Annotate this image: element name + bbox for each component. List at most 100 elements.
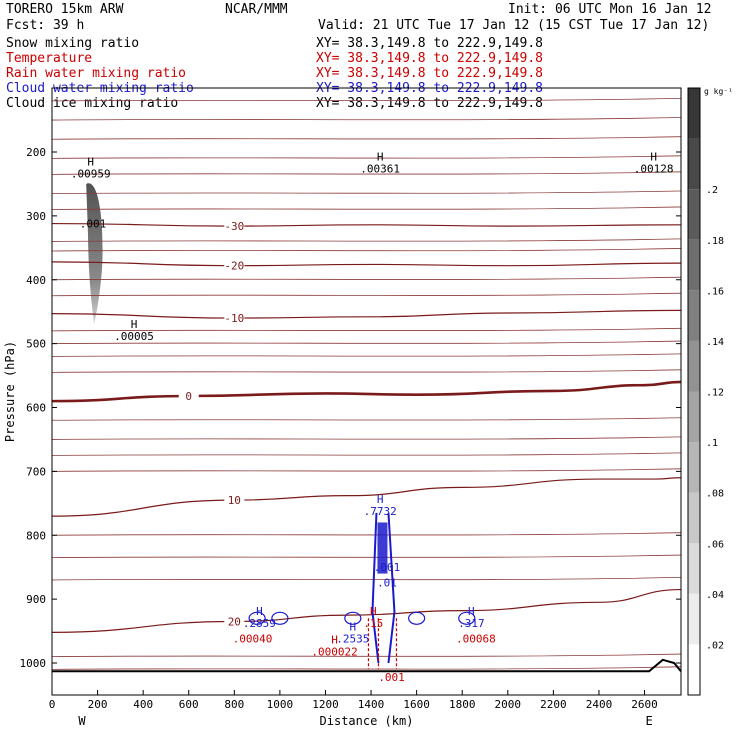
background-contour (52, 276, 681, 281)
colorbar-segment (688, 644, 700, 695)
cloud-water-blob (408, 611, 426, 625)
isotherm-line (52, 380, 681, 403)
colorbar-tick-label: .06 (706, 539, 724, 550)
isotherm-line (52, 222, 681, 227)
background-contour (52, 292, 681, 297)
max-marker: H (468, 605, 475, 618)
max-marker: H (370, 605, 377, 618)
background-contour (52, 532, 681, 536)
colorbar-frame (687, 87, 701, 696)
isotherm-label-bg (224, 259, 245, 272)
background-contour (52, 369, 681, 373)
valid-time: Valid: 21 UTC Tue 17 Jan 12 (15 CST Tue … (318, 18, 710, 33)
colorbar-tick-label: .12 (706, 388, 724, 399)
isotherm-label: 10 (228, 494, 241, 507)
terrain-line (52, 658, 681, 673)
colorbar-segment (688, 391, 700, 443)
forecast-hour: Fcst: 39 h (6, 18, 85, 33)
plot-contents: -30-20-1001020H.00959.001H.00005H.00361H… (52, 97, 681, 684)
background-contour (52, 136, 681, 140)
isotherm-label: -30 (224, 220, 244, 233)
y-tick-label: 600 (26, 402, 46, 415)
y-tick-label: 800 (26, 529, 46, 542)
background-contour (52, 577, 681, 581)
colorbar-segment (688, 340, 700, 392)
y-tick-label: 900 (26, 593, 46, 606)
colorbar-segment (688, 189, 700, 240)
max-marker: H (377, 493, 384, 506)
x-tick-label: 2000 (495, 698, 522, 711)
background-contour (52, 97, 681, 102)
background-contour (52, 468, 681, 472)
colorbar-segment (688, 593, 700, 645)
background-contour (52, 248, 681, 252)
colorbar-segment (688, 138, 700, 190)
cloud-water-column (371, 512, 396, 664)
field-snow-name: Snow mixing ratio (6, 36, 140, 51)
x-tick-label: 1600 (403, 698, 430, 711)
east-label: E (645, 714, 652, 728)
y-tick-label: 700 (26, 465, 46, 478)
background-contour (52, 190, 681, 194)
annotation-value: .00361 (360, 162, 400, 175)
cloud-water-blob (248, 611, 266, 625)
max-marker: H (131, 318, 138, 331)
annotation-value: .00128 (634, 162, 674, 175)
colorbar-tick-label: .02 (706, 640, 724, 651)
x-tick-label: 0 (49, 698, 56, 711)
x-tick-label: 600 (179, 698, 199, 711)
field-rain-name: Rain water mixing ratio (6, 66, 187, 81)
isotherm-label: -20 (224, 260, 244, 273)
max-marker: H (377, 150, 384, 163)
colorbar-tick-label: .14 (706, 337, 724, 348)
field-snow-xy: XY= 38.3,149.8 to 222.9,149.8 (316, 36, 543, 51)
isotherm-label: 20 (228, 615, 241, 628)
annotation-value: .317 (458, 617, 485, 630)
colorbar-tick-label: .16 (706, 286, 724, 297)
y-tick-label: 1000 (20, 657, 47, 670)
colorbar-segment (688, 88, 700, 139)
x-tick-label: 800 (224, 698, 244, 711)
x-tick-label: 1200 (312, 698, 339, 711)
isotherm-line (52, 588, 681, 633)
colorbar-tick-label: .2 (706, 185, 718, 196)
west-label: W (78, 714, 86, 728)
colorbar-tick-label: .04 (706, 590, 724, 601)
plot-frame (51, 87, 682, 696)
colorbar-segment (688, 239, 700, 291)
max-marker: H (87, 156, 94, 169)
background-contour (52, 171, 681, 175)
y-axis-label: Pressure (hPa) (3, 341, 17, 442)
x-tick-label: 2600 (631, 698, 658, 711)
cloud-water-core (377, 522, 388, 574)
y-tick-label: 200 (26, 146, 46, 159)
x-tick-label: 2200 (540, 698, 567, 711)
field-temperature-name: Temperature (6, 51, 93, 66)
colorbar-tick-label: .18 (706, 236, 724, 247)
annotation-value: .00068 (456, 633, 496, 646)
isotherm-line (52, 309, 681, 319)
x-tick-label: 200 (88, 698, 108, 711)
background-contour (52, 155, 681, 159)
annotation-value: .7732 (364, 505, 397, 518)
background-contour (52, 327, 681, 332)
annotation-value: .2535 (336, 633, 369, 646)
annotation-value: .00959 (71, 168, 111, 181)
x-tick-label: 1000 (267, 698, 294, 711)
isotherm-label-bg (178, 390, 199, 403)
plot-area: -30-20-1001020H.00959.001H.00005H.00361H… (3, 87, 682, 728)
field-cloudwater-name: Cloud water mixing ratio (6, 81, 194, 96)
y-tick-label: 500 (26, 338, 46, 351)
background-contour (52, 117, 681, 121)
isotherm-label-bg (224, 494, 245, 507)
background-contour (52, 417, 681, 421)
y-tick-label: 300 (26, 210, 46, 223)
annotation-value: .15 (363, 617, 383, 630)
y-tick-label: 400 (26, 274, 46, 287)
annotation-value: .000022 (311, 645, 357, 658)
colorbar-tick-label: .1 (706, 438, 718, 449)
cloud-water-blob (344, 611, 362, 625)
isotherm-label-bg (224, 615, 245, 628)
rain-column (367, 618, 398, 670)
